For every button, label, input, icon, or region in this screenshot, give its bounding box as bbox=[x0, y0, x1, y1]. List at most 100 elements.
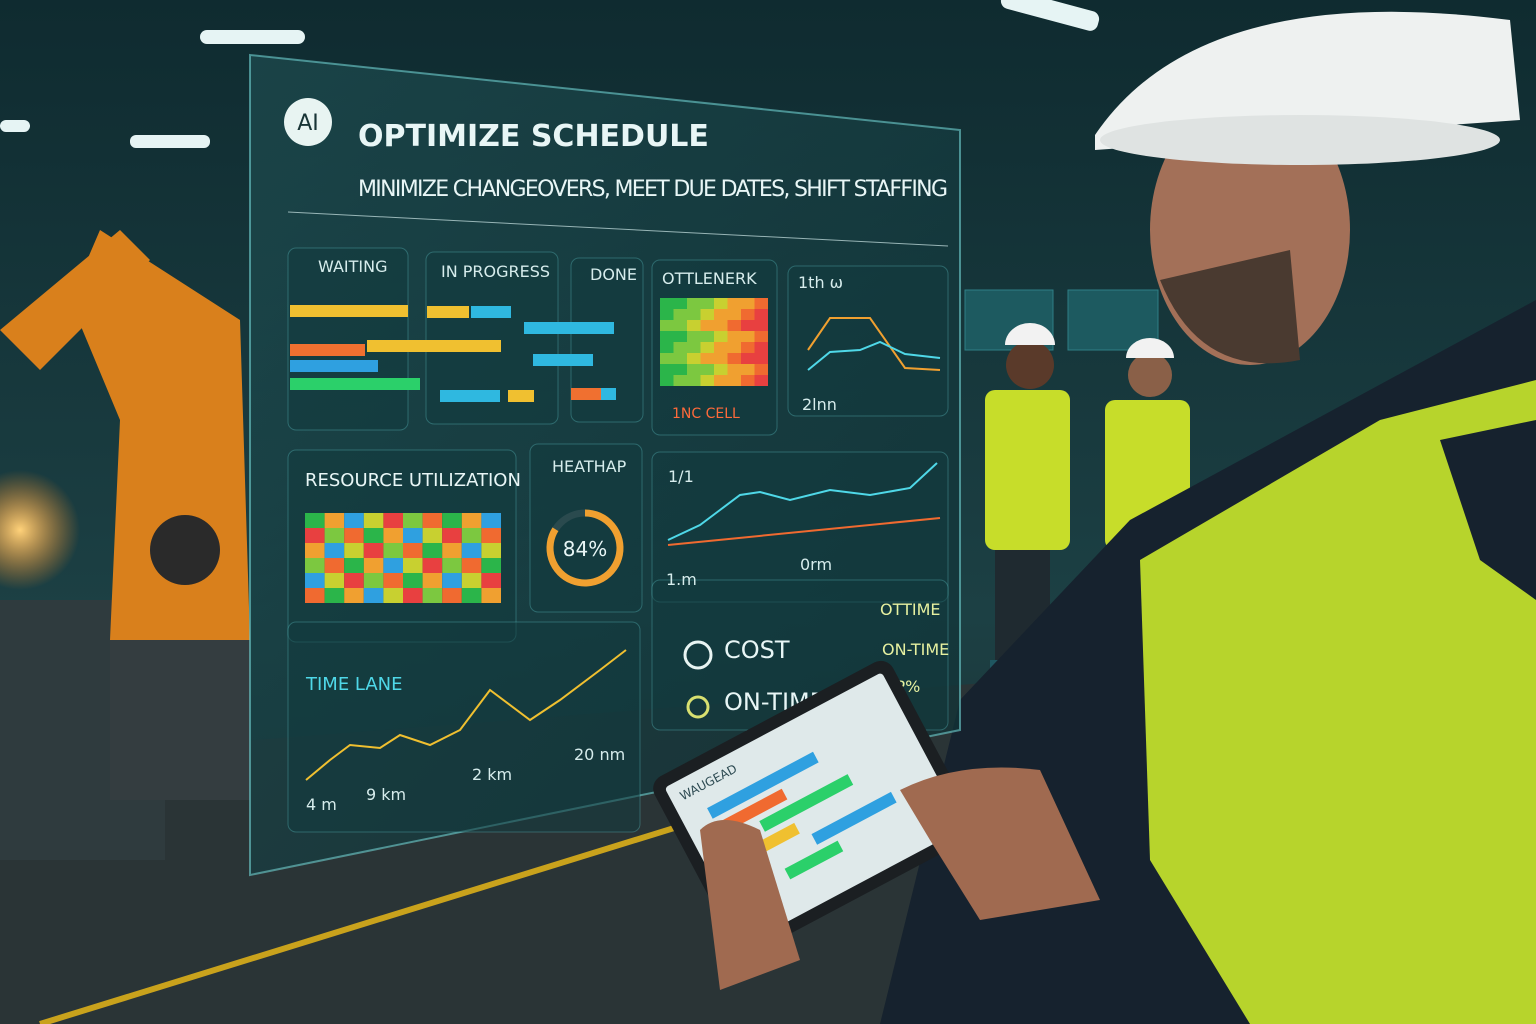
heat-cell bbox=[461, 528, 482, 543]
heat-cell bbox=[481, 588, 501, 603]
heat-cell bbox=[383, 588, 403, 603]
kpi: OTTIME bbox=[880, 600, 941, 619]
axis-label: 9 km bbox=[366, 785, 406, 804]
heat-cell bbox=[741, 375, 755, 386]
axis-label: 20 nm bbox=[574, 745, 625, 764]
heat-cell bbox=[754, 375, 768, 386]
heat-cell bbox=[481, 528, 501, 543]
heat-cell bbox=[741, 298, 755, 309]
heat-cell bbox=[481, 573, 501, 588]
heat-cell bbox=[403, 543, 423, 558]
heat-cell bbox=[687, 353, 701, 364]
heat-cell bbox=[687, 298, 701, 309]
axis-label: 1.m bbox=[666, 570, 697, 589]
heat-cell bbox=[324, 543, 345, 558]
heat-cell bbox=[687, 331, 701, 342]
heat-cell bbox=[383, 573, 403, 588]
heat-cell bbox=[344, 588, 364, 603]
heat-cell bbox=[660, 320, 674, 331]
heat-cell bbox=[727, 375, 741, 386]
heat-cell bbox=[422, 588, 443, 603]
widget-frame bbox=[425, 251, 559, 425]
heat-cell bbox=[363, 558, 384, 573]
heat-cell bbox=[344, 558, 364, 573]
hand bbox=[700, 820, 800, 990]
subtitle: MINIMIZE CHANGEOVERS, MEET DUE DATES, SH… bbox=[358, 177, 948, 202]
gauge-arc bbox=[546, 509, 624, 587]
heat-cell bbox=[383, 513, 403, 528]
trend-line bbox=[667, 517, 941, 546]
alert: 1NC CELL bbox=[672, 406, 740, 422]
heat-cell bbox=[363, 573, 384, 588]
heat-cell bbox=[673, 364, 687, 375]
heat-cell bbox=[700, 309, 714, 320]
widget-title: OTTLENERK bbox=[662, 269, 757, 288]
widget-frame bbox=[570, 257, 644, 423]
heat-cell bbox=[714, 342, 728, 353]
axis-label: 2lnn bbox=[802, 395, 837, 414]
heat-cell bbox=[403, 528, 423, 543]
heat-cell bbox=[687, 364, 701, 375]
heat-cell bbox=[461, 513, 482, 528]
gauge-label: 84% bbox=[563, 537, 607, 561]
heat-cell bbox=[673, 331, 687, 342]
task-bar bbox=[471, 306, 511, 318]
heat-cell bbox=[754, 320, 768, 331]
chart-label: 1/1 bbox=[668, 467, 694, 486]
column-header: DONE bbox=[590, 265, 637, 284]
heat-cell bbox=[754, 353, 768, 364]
kpi: COST bbox=[724, 636, 790, 664]
heat-cell bbox=[673, 320, 687, 331]
heat-cell bbox=[687, 309, 701, 320]
heat-cell bbox=[700, 353, 714, 364]
heat-cell bbox=[673, 342, 687, 353]
hand bbox=[900, 767, 1100, 920]
heat-cell bbox=[442, 573, 462, 588]
task-bar bbox=[524, 322, 614, 334]
task-bar bbox=[290, 344, 365, 356]
heat-cell bbox=[727, 364, 741, 375]
task-bar bbox=[440, 390, 500, 402]
heat-cell bbox=[673, 309, 687, 320]
heat-cell bbox=[714, 331, 728, 342]
heat-cell bbox=[660, 375, 674, 386]
task-bar bbox=[427, 306, 469, 318]
task-bar bbox=[571, 388, 601, 400]
heat-cell bbox=[344, 528, 364, 543]
heat-cell bbox=[363, 588, 384, 603]
heat-cell bbox=[714, 375, 728, 386]
heat-cell bbox=[687, 375, 701, 386]
heat-cell bbox=[442, 558, 462, 573]
heat-cell bbox=[700, 298, 714, 309]
heat-cell bbox=[305, 588, 325, 603]
heat-cell bbox=[714, 353, 728, 364]
heat-cell bbox=[481, 543, 501, 558]
heat-cell bbox=[660, 342, 674, 353]
heat-cell bbox=[403, 588, 423, 603]
heat-cell bbox=[383, 528, 403, 543]
heat-cell bbox=[660, 298, 674, 309]
task-bar bbox=[290, 360, 378, 372]
heat-cell bbox=[673, 375, 687, 386]
heat-cell bbox=[442, 513, 462, 528]
heat-cell bbox=[727, 353, 741, 364]
widget-title: HEATHAP bbox=[552, 457, 627, 476]
hud-widgets bbox=[287, 247, 949, 833]
heat-cell bbox=[461, 558, 482, 573]
widget-title: TIME LANE bbox=[305, 674, 403, 695]
heat-cell bbox=[305, 558, 325, 573]
heat-cell bbox=[324, 558, 345, 573]
heat-cell bbox=[741, 364, 755, 375]
column-header: IN PROGRESS bbox=[441, 262, 550, 281]
widget-frame bbox=[287, 621, 641, 833]
heat-cell bbox=[461, 573, 482, 588]
heat-cell bbox=[714, 320, 728, 331]
heat-cell bbox=[305, 573, 325, 588]
heat-cell bbox=[754, 298, 768, 309]
axis-label: 2 km bbox=[472, 765, 512, 784]
heat-cell bbox=[324, 573, 345, 588]
heat-cell bbox=[714, 309, 728, 320]
task-bar bbox=[290, 378, 420, 390]
